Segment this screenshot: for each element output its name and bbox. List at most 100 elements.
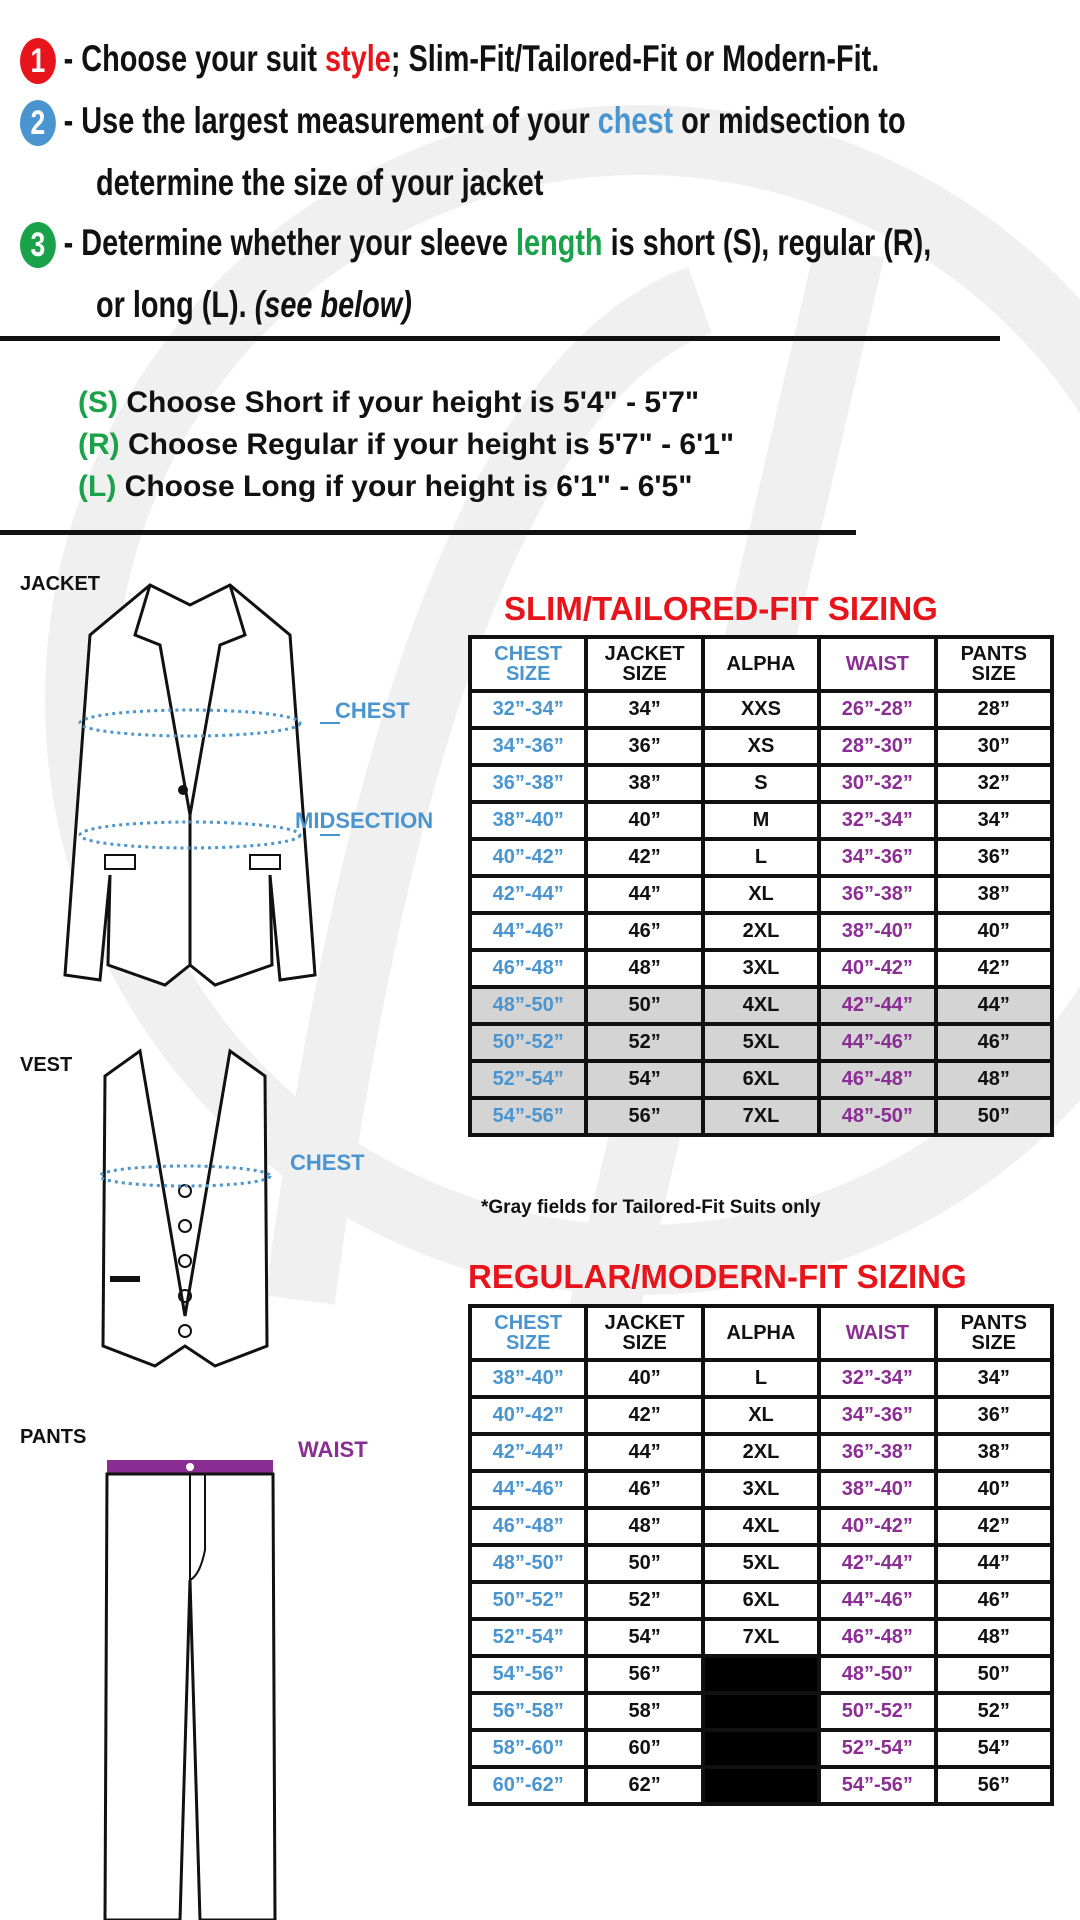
alpha-size-cell: 6XL — [700, 1059, 822, 1100]
pants-size-cell: 50” — [933, 1096, 1055, 1137]
step-number-3: 3 — [20, 222, 56, 269]
alpha-size-cell: 7XL — [700, 1096, 822, 1137]
table-row: 36”-38” 38” S 30”-32” 32” — [467, 763, 1055, 804]
pants-size-cell: 36” — [933, 837, 1055, 878]
chest-size-cell: 60”-62” — [467, 1765, 589, 1806]
table-row: 40”-42” 42” XL 34”-36” 36” — [467, 1395, 1055, 1436]
waist-size-cell: 44”-46” — [817, 1580, 938, 1621]
header-pants: PANTS SIZE — [933, 1304, 1055, 1362]
alpha-size-cell: 7XL — [700, 1617, 822, 1658]
step-text: - Choose your suit — [63, 38, 326, 79]
step-text: is short (S), regular (R), — [602, 222, 932, 263]
midsection-label: MIDSECTION — [295, 808, 434, 833]
jacket-size-cell: 56” — [584, 1654, 705, 1695]
sleeve-text: Choose Regular if your height is 5'7" - … — [119, 428, 735, 461]
table-row: 44”-46” 46” 3XL 38”-40” 40” — [467, 1469, 1055, 1510]
alpha-size-cell: XL — [700, 1395, 822, 1436]
header-jacket: JACKET SIZE — [584, 635, 705, 693]
waist-size-cell: 36”-38” — [817, 874, 938, 915]
header-waist: WAIST — [817, 1304, 938, 1362]
alpha-size-cell — [700, 1765, 822, 1806]
chest-size-cell: 40”-42” — [467, 837, 589, 878]
step-text: - Determine whether your sleeve — [63, 222, 516, 263]
alpha-size-cell: L — [700, 1358, 822, 1399]
alpha-size-cell: S — [700, 763, 822, 804]
table-row: 40”-42” 42” L 34”-36” 36” — [467, 837, 1055, 878]
alpha-size-cell: 2XL — [700, 1432, 822, 1473]
chest-size-cell: 50”-52” — [467, 1022, 589, 1063]
pants-illustration — [103, 1460, 277, 1920]
jacket-size-cell: 38” — [584, 763, 705, 804]
alpha-size-cell: 4XL — [700, 985, 822, 1026]
table-row: 46”-48” 48” 3XL 40”-42” 42” — [467, 948, 1055, 989]
jacket-size-cell: 40” — [584, 800, 705, 841]
alpha-size-cell: 3XL — [700, 948, 822, 989]
alpha-size-cell: 4XL — [700, 1506, 822, 1547]
header-chest: CHEST SIZE — [467, 1304, 589, 1362]
chest-size-cell: 44”-46” — [467, 1469, 589, 1510]
table-row: 52”-54” 54” 6XL 46”-48” 48” — [467, 1059, 1055, 1100]
pants-size-cell: 38” — [933, 1432, 1055, 1473]
vest-illustration — [98, 1048, 272, 1368]
slim-sizing-table: CHEST SIZE JACKET SIZE ALPHA WAIST PANTS SI… — [467, 635, 1055, 1137]
step-2-continued: determine the size of your jacket — [96, 162, 544, 203]
step-highlight: style — [325, 38, 391, 79]
waist-size-cell: 32”-34” — [817, 1358, 938, 1399]
alpha-size-cell: 5XL — [700, 1022, 822, 1063]
waist-size-cell: 34”-36” — [817, 837, 938, 878]
table-row: 42”-44” 44” XL 36”-38” 38” — [467, 874, 1055, 915]
jacket-size-cell: 42” — [584, 837, 705, 878]
chest-size-cell: 46”-48” — [467, 1506, 589, 1547]
pants-size-cell: 52” — [933, 1691, 1055, 1732]
divider — [0, 336, 1000, 341]
chest-size-cell: 50”-52” — [467, 1580, 589, 1621]
chest-size-cell: 52”-54” — [467, 1617, 589, 1658]
table-header: CHEST SIZE JACKET SIZE ALPHA WAIST PANTS SI… — [467, 635, 1055, 693]
pants-size-cell: 40” — [933, 911, 1055, 952]
alpha-size-cell: 5XL — [700, 1543, 822, 1584]
table-row: 48”-50” 50” 5XL 42”-44” 44” — [467, 1543, 1055, 1584]
jacket-size-cell: 40” — [584, 1358, 705, 1399]
header-chest: CHEST SIZE — [467, 635, 589, 693]
waist-size-cell: 28”-30” — [817, 726, 938, 767]
chest-size-cell: 56”-58” — [467, 1691, 589, 1732]
waist-size-cell: 34”-36” — [817, 1395, 938, 1436]
jacket-size-cell: 62” — [584, 1765, 705, 1806]
pants-size-cell: 42” — [933, 948, 1055, 989]
waist-size-cell: 52”-54” — [817, 1728, 938, 1769]
jacket-size-cell: 52” — [584, 1022, 705, 1063]
pants-size-cell: 50” — [933, 1654, 1055, 1695]
gray-fields-note: *Gray fields for Tailored-Fit Suits only — [481, 1197, 821, 1218]
alpha-size-cell — [700, 1691, 822, 1732]
jacket-size-cell: 46” — [584, 1469, 705, 1510]
chest-size-cell: 40”-42” — [467, 1395, 589, 1436]
step-3-continued: or long (L). (see below) — [96, 284, 412, 326]
waist-size-cell: 48”-50” — [817, 1096, 938, 1137]
chest-size-cell: 38”-40” — [467, 800, 589, 841]
pants-size-cell: 36” — [933, 1395, 1055, 1436]
pants-size-cell: 40” — [933, 1469, 1055, 1510]
step-text: ; Slim-Fit/Tailored-Fit or Modern-Fit. — [390, 38, 880, 79]
see-below: (see below) — [254, 284, 412, 325]
alpha-size-cell: L — [700, 837, 822, 878]
waist-size-cell: 42”-44” — [817, 985, 938, 1026]
header-jacket: JACKET SIZE — [584, 1304, 705, 1362]
chest-size-cell: 46”-48” — [467, 948, 589, 989]
chest-size-cell: 42”-44” — [467, 1432, 589, 1473]
step-number-2: 2 — [20, 100, 56, 147]
table-row: 56”-58” 58” 50”-52” 52” — [467, 1691, 1055, 1732]
table-row: 38”-40” 40” L 32”-34” 34” — [467, 1358, 1055, 1399]
jacket-size-cell: 54” — [584, 1617, 705, 1658]
alpha-size-cell — [700, 1654, 822, 1695]
pants-size-cell: 48” — [933, 1059, 1055, 1100]
sleeve-short: (S) Choose Short if your height is 5'4" … — [78, 386, 699, 420]
jacket-label: JACKET — [20, 573, 101, 595]
pants-size-cell: 28” — [933, 689, 1055, 730]
chest-size-cell: 44”-46” — [467, 911, 589, 952]
sleeve-long: (L) Choose Long if your height is 6'1" -… — [78, 470, 692, 504]
pants-size-cell: 56” — [933, 1765, 1055, 1806]
pants-size-cell: 44” — [933, 985, 1055, 1026]
table-row: 38”-40” 40” M 32”-34” 34” — [467, 800, 1055, 841]
table-row: 52”-54” 54” 7XL 46”-48” 48” — [467, 1617, 1055, 1658]
